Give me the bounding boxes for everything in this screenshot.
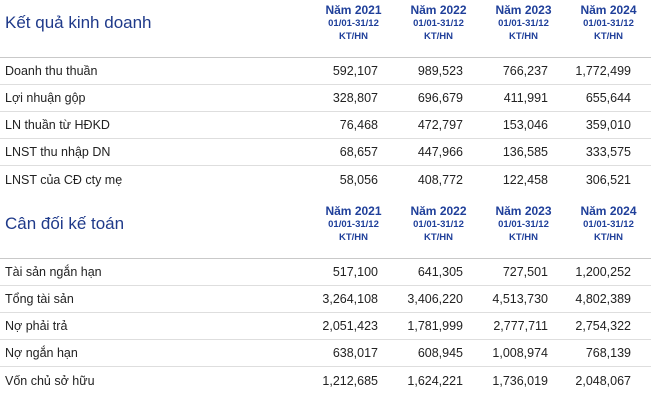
row-value: 76,468 bbox=[339, 118, 378, 132]
row-value: 306,521 bbox=[585, 172, 631, 187]
row-value: 608,945 bbox=[417, 346, 463, 360]
column-unit: KT/HN bbox=[508, 232, 539, 243]
column-range: 01/01-31/12 bbox=[413, 219, 464, 230]
row-value: 447,966 bbox=[417, 145, 463, 159]
row-label: LNST thu nhập DN bbox=[5, 145, 111, 159]
row-value: 408,772 bbox=[417, 172, 463, 187]
row-value: 58,056 bbox=[339, 172, 378, 187]
section-title: Cân đối kế toán bbox=[5, 214, 125, 233]
column-range: 01/01-31/12 bbox=[413, 18, 464, 29]
table-row: Tổng tài sản 3,264,108 3,406,220 4,513,7… bbox=[0, 286, 651, 313]
row-value: 2,051,423 bbox=[322, 319, 378, 333]
column-header-2023: Năm 2023 01/01-31/12 KT/HN bbox=[481, 0, 566, 43]
column-range: 01/01-31/12 bbox=[583, 18, 634, 29]
row-value: 766,237 bbox=[502, 64, 548, 78]
row-value: 641,305 bbox=[417, 265, 463, 279]
column-unit: KT/HN bbox=[593, 232, 624, 243]
column-year: Năm 2022 bbox=[410, 204, 467, 218]
row-label: Tài sản ngắn hạn bbox=[5, 265, 102, 279]
table-row: Tài sản ngắn hạn 517,100 641,305 727,501… bbox=[0, 259, 651, 286]
column-header-2021: Năm 2021 01/01-31/12 KT/HN bbox=[311, 201, 396, 244]
column-range: 01/01-31/12 bbox=[328, 18, 379, 29]
row-value: 638,017 bbox=[332, 346, 378, 360]
row-value: 136,585 bbox=[502, 145, 548, 159]
row-label: Lợi nhuận gộp bbox=[5, 91, 86, 105]
row-value: 2,777,711 bbox=[493, 319, 548, 333]
row-label: LNST của CĐ cty mẹ bbox=[5, 172, 123, 187]
row-value: 1,736,019 bbox=[492, 373, 548, 388]
column-range: 01/01-31/12 bbox=[498, 219, 549, 230]
row-label: Tổng tài sản bbox=[5, 292, 74, 306]
row-value: 4,513,730 bbox=[492, 292, 548, 306]
table-row: Nợ ngắn hạn 638,017 608,945 1,008,974 76… bbox=[0, 340, 651, 367]
section-header: Kết quả kinh doanh Năm 2021 01/01-31/12 … bbox=[0, 0, 651, 58]
column-year: Năm 2024 bbox=[580, 3, 637, 17]
section-spacer bbox=[0, 193, 651, 201]
row-value: 2,754,322 bbox=[575, 319, 631, 333]
row-value: 655,644 bbox=[585, 91, 631, 105]
row-value: 2,048,067 bbox=[575, 373, 631, 388]
row-value: 472,797 bbox=[417, 118, 463, 132]
row-label: Doanh thu thuần bbox=[5, 64, 98, 78]
row-value: 3,406,220 bbox=[407, 292, 463, 306]
row-value: 68,657 bbox=[339, 145, 378, 159]
row-label: Vốn chủ sở hữu bbox=[5, 373, 95, 388]
section-header: Cân đối kế toán Năm 2021 01/01-31/12 KT/… bbox=[0, 201, 651, 259]
column-year: Năm 2021 bbox=[325, 204, 382, 218]
row-label: Nợ phải trả bbox=[5, 319, 68, 333]
row-value: 1,200,252 bbox=[575, 265, 631, 279]
row-value: 333,575 bbox=[585, 145, 631, 159]
row-value: 328,807 bbox=[332, 91, 378, 105]
row-value: 122,458 bbox=[502, 172, 548, 187]
column-year: Năm 2023 bbox=[495, 3, 552, 17]
row-value: 153,046 bbox=[502, 118, 548, 132]
column-unit: KT/HN bbox=[423, 232, 454, 243]
row-value: 3,264,108 bbox=[322, 292, 378, 306]
row-value: 989,523 bbox=[417, 64, 463, 78]
column-year: Năm 2024 bbox=[580, 204, 637, 218]
row-value: 1,772,499 bbox=[575, 64, 631, 78]
column-range: 01/01-31/12 bbox=[583, 219, 634, 230]
row-label: LN thuần từ HĐKD bbox=[5, 118, 110, 132]
row-value: 411,991 bbox=[503, 91, 548, 105]
table-row: Vốn chủ sở hữu 1,212,685 1,624,221 1,736… bbox=[0, 367, 651, 394]
row-value: 4,802,389 bbox=[575, 292, 631, 306]
column-unit: KT/HN bbox=[338, 31, 369, 42]
table-row: Lợi nhuận gộp 328,807 696,679 411,991 65… bbox=[0, 85, 651, 112]
column-header-2022: Năm 2022 01/01-31/12 KT/HN bbox=[396, 201, 481, 244]
column-unit: KT/HN bbox=[423, 31, 454, 42]
column-year: Năm 2023 bbox=[495, 204, 552, 218]
column-unit: KT/HN bbox=[593, 31, 624, 42]
row-value: 696,679 bbox=[417, 91, 463, 105]
row-label: Nợ ngắn hạn bbox=[5, 346, 78, 360]
row-value: 1,008,974 bbox=[492, 346, 548, 360]
row-value: 1,624,221 bbox=[407, 373, 463, 388]
row-value: 592,107 bbox=[332, 64, 378, 78]
table-row: LN thuần từ HĐKD 76,468 472,797 153,046 … bbox=[0, 112, 651, 139]
balance-sheet-section: Cân đối kế toán Năm 2021 01/01-31/12 KT/… bbox=[0, 201, 651, 394]
column-unit: KT/HN bbox=[338, 232, 369, 243]
column-unit: KT/HN bbox=[508, 31, 539, 42]
table-row: LNST thu nhập DN 68,657 447,966 136,585 … bbox=[0, 139, 651, 166]
column-range: 01/01-31/12 bbox=[328, 219, 379, 230]
row-value: 1,781,999 bbox=[407, 319, 463, 333]
column-header-2024: Năm 2024 01/01-31/12 KT/HN bbox=[566, 0, 651, 43]
income-statement-section: Kết quả kinh doanh Năm 2021 01/01-31/12 … bbox=[0, 0, 651, 193]
column-year: Năm 2021 bbox=[325, 3, 382, 17]
column-header-2021: Năm 2021 01/01-31/12 KT/HN bbox=[311, 0, 396, 43]
row-value: 359,010 bbox=[585, 118, 631, 132]
row-value: 768,139 bbox=[585, 346, 631, 360]
column-range: 01/01-31/12 bbox=[498, 18, 549, 29]
table-row: LNST của CĐ cty mẹ 58,056 408,772 122,45… bbox=[0, 166, 651, 193]
column-header-2022: Năm 2022 01/01-31/12 KT/HN bbox=[396, 0, 481, 43]
table-row: Nợ phải trả 2,051,423 1,781,999 2,777,71… bbox=[0, 313, 651, 340]
column-header-2024: Năm 2024 01/01-31/12 KT/HN bbox=[566, 201, 651, 244]
row-value: 1,212,685 bbox=[322, 373, 378, 388]
row-value: 727,501 bbox=[502, 265, 548, 279]
section-title: Kết quả kinh doanh bbox=[5, 13, 152, 32]
column-year: Năm 2022 bbox=[410, 3, 467, 17]
row-value: 517,100 bbox=[332, 265, 378, 279]
column-header-2023: Năm 2023 01/01-31/12 KT/HN bbox=[481, 201, 566, 244]
table-row: Doanh thu thuần 592,107 989,523 766,237 … bbox=[0, 58, 651, 85]
